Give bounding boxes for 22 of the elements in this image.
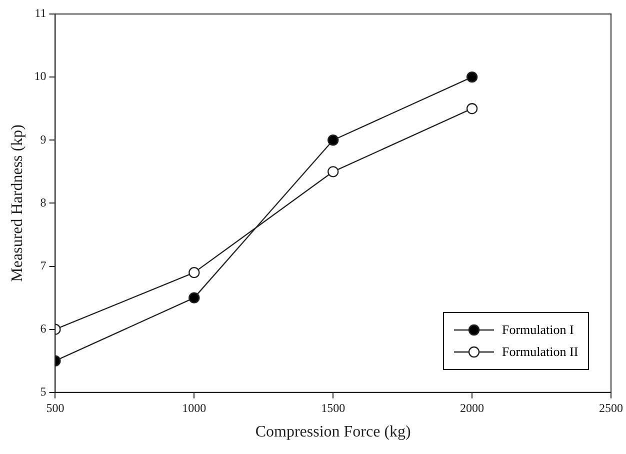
point [328, 166, 339, 178]
point [466, 71, 478, 83]
y-axis-title: Measured Hardness (kp) [8, 124, 26, 282]
point [466, 103, 478, 114]
y-tick-label: 10 [34, 69, 46, 84]
y-tick-label: 9 [40, 132, 46, 146]
legend-label: Formulation I [502, 322, 574, 338]
x-tick-label: 1500 [321, 400, 346, 415]
point [328, 134, 339, 146]
y-tick-label: 5 [40, 384, 46, 399]
y-tick-label: 6 [40, 321, 46, 336]
x-tick-label: 2500 [599, 400, 623, 415]
legend-label: Formulation II [502, 344, 578, 360]
x-axis-title: Compression Force (kg) [255, 424, 411, 441]
point [188, 292, 200, 304]
x-tick-label: 1000 [182, 400, 206, 415]
y-tick-label: 7 [40, 258, 46, 272]
y-tick-label: 11 [34, 6, 46, 20]
x-tick-label: 2000 [460, 400, 484, 415]
point [188, 266, 200, 278]
y-tick-label: 8 [40, 195, 46, 210]
x-tick-label: 500 [46, 400, 64, 415]
